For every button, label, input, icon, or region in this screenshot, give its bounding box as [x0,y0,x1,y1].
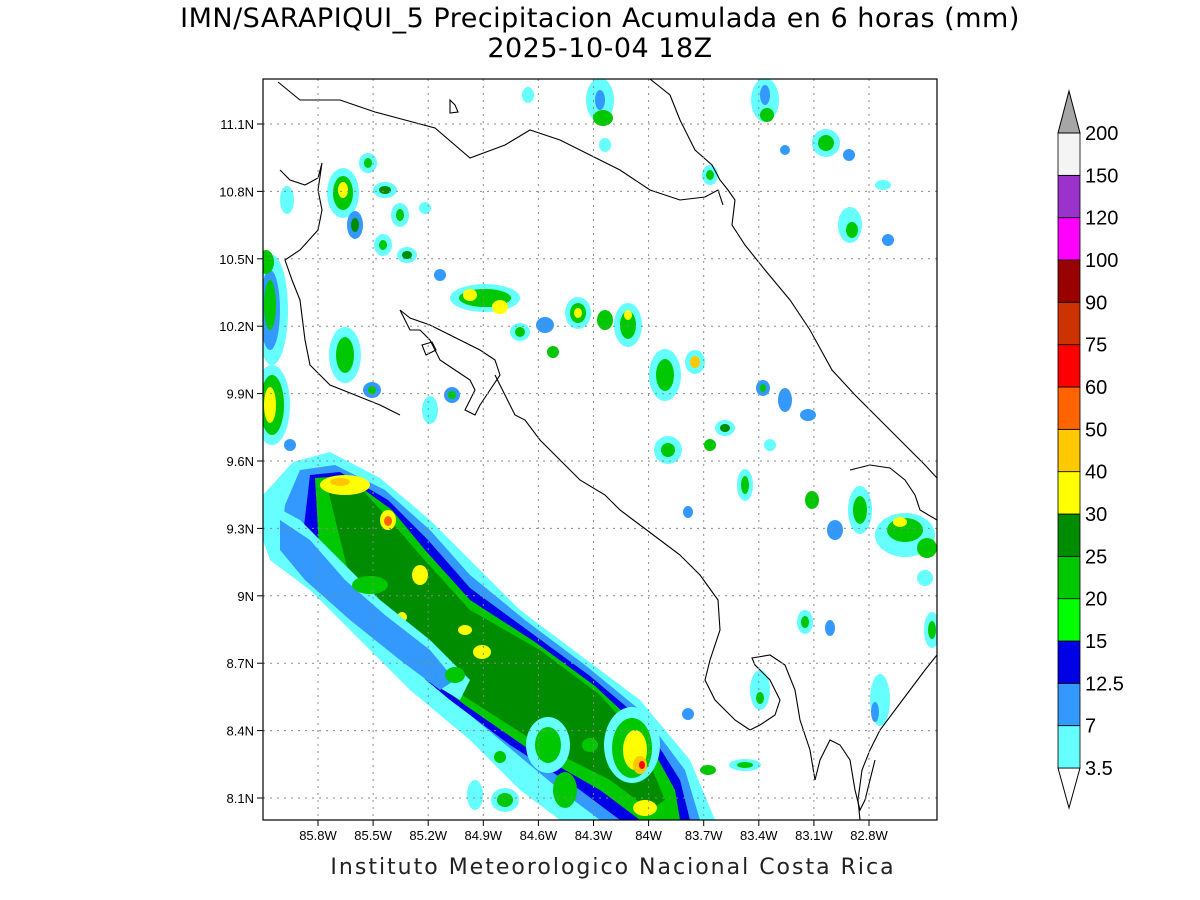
colorbar-box [1057,132,1081,176]
colorbar-label: 75 [1085,335,1107,357]
colorbar-box [1057,640,1081,684]
golfo-dulce [814,739,876,812]
precipitation-field [263,79,937,820]
colorbar-label: 90 [1085,292,1107,314]
lon-tick-label: 85.5W [354,828,392,843]
rain-band-core [325,478,665,810]
colorbar-label: 30 [1085,504,1107,526]
colorbar-label: 150 [1085,165,1118,187]
colorbar-label: 12.5 [1085,673,1124,695]
chart-title: IMN/SARAPIQUI_5 Precipitacion Acumulada … [180,3,1020,34]
panama-border [857,654,937,820]
colorbar-box [1057,344,1081,388]
map-frame [262,78,938,821]
lon-tick-label: 83.1W [795,828,833,843]
lat-tick-label: 10.8N [219,184,254,199]
lon-tick-label: 83.7W [685,828,723,843]
colorbar-label: 3.5 [1085,758,1113,780]
colorbar-box [1057,428,1081,473]
lat-tick-label: 11.1N [220,117,254,132]
lat-tick-label: 8.4N [227,724,254,739]
colorbar-label: 25 [1085,546,1107,568]
lon-tick-label: 83.4W [740,828,778,843]
lat-tick-label: 9N [237,589,254,604]
colorbar-box [1057,174,1081,219]
colorbar-label: 50 [1085,419,1107,441]
lat-tick-label: 9.6N [227,454,254,469]
nicaragua-costa-rica-border [277,81,724,206]
caribbean-coast [649,79,937,479]
lon-tick-label: 84W [635,828,662,843]
colorbar-label: 60 [1085,377,1107,399]
colorbar-label: 20 [1085,589,1107,611]
osa-peninsula [749,654,816,781]
colorbar-legend: 3.5 7 12.5 15 20 25 30 40 50 60 75 90 100 120 150 200 [1057,89,1124,810]
gulf-island [421,341,437,356]
colorbar-box [1057,555,1081,600]
map-grid [263,79,937,820]
lat-tick-label: 9.9N [227,387,254,402]
lon-tick-label: 85.8W [299,828,337,843]
gulf-of-nicoya-coast [494,374,751,731]
lon-tick-label: 84.9W [465,828,503,843]
colorbar-box [1057,301,1081,346]
colorbar-min-arrow [1057,767,1081,810]
colorbar-label: 200 [1085,123,1118,145]
nicoya-peninsula [399,309,501,416]
colorbar-box [1057,598,1081,642]
lat-tick-label: 8.1N [227,791,254,806]
lat-tick-label: 10.5N [219,252,254,267]
lake-island [449,98,459,114]
colorbar-box [1057,386,1081,430]
chart-subtitle-datetime: 2025-10-04 18Z [487,33,713,64]
footer-institution: Instituto Meteorologico Nacional Costa R… [330,855,896,880]
colorbar-box [1057,471,1081,515]
colorbar-box [1057,217,1081,261]
colorbar-label: 40 [1085,462,1107,484]
coastlines-borders [277,79,937,820]
colorbar-box [1057,725,1081,769]
colorbar-box [1057,682,1081,727]
lon-tick-label: 84.6W [520,828,558,843]
lat-tick-label: 10.2N [219,319,254,334]
lat-tick-label: 8.7N [227,656,254,671]
lon-tick-label: 85.2W [409,828,447,843]
lon-tick-label: 84.3W [575,828,613,843]
lat-tick-label: 9.3N [227,521,254,536]
colorbar-label: 100 [1085,250,1118,272]
colorbar-label: 120 [1085,208,1118,230]
colorbar-label: 15 [1085,631,1107,653]
panama-border-north [849,464,937,521]
colorbar-label: 7 [1085,716,1096,738]
lon-tick-label: 82.8W [850,828,888,843]
pacific-coast-north [279,162,401,416]
colorbar-box [1057,513,1081,557]
colorbar-max-arrow [1057,89,1081,134]
colorbar-box [1057,259,1081,303]
